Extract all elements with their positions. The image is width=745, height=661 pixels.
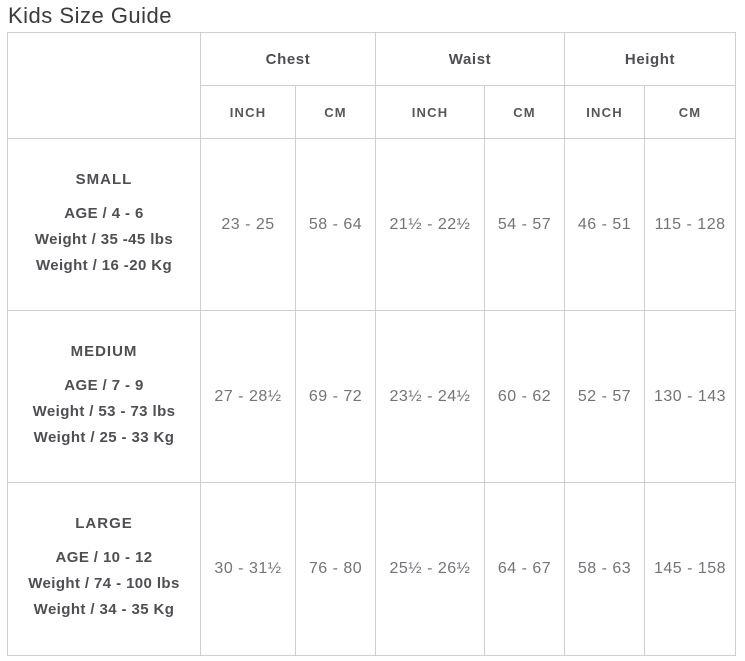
chest-inch-value: 23 - 25: [200, 138, 296, 311]
age-range: AGE / 10 - 12: [55, 549, 153, 566]
waist-inch-value: 25½ - 26½: [375, 482, 485, 656]
size-cell: SMALL AGE / 4 - 6 Weight / 35 -45 lbs We…: [7, 138, 201, 311]
unit-header-height-inch: INCH: [564, 85, 646, 139]
chest-inch-value: 30 - 31½: [200, 482, 296, 656]
weight-kg: Weight / 25 - 33 Kg: [33, 428, 175, 446]
column-group-chest: Chest: [200, 32, 376, 86]
unit-header-waist-inch: INCH: [375, 85, 485, 139]
size-label: SMALL: [75, 170, 133, 188]
size-cell: MEDIUM AGE / 7 - 9 Weight / 53 - 73 lbs …: [7, 310, 201, 483]
size-cell: LARGE AGE / 10 - 12 Weight / 74 - 100 lb…: [7, 482, 201, 656]
page-title: Kids Size Guide: [8, 3, 173, 28]
waist-cm-value: 64 - 67: [483, 482, 566, 656]
column-group-header-row: Chest Waist Height: [7, 32, 737, 139]
height-cm-value: 145 - 158: [644, 482, 737, 656]
weight-kg: Weight / 34 - 35 Kg: [33, 601, 175, 618]
height-inch-value: 46 - 51: [564, 138, 646, 311]
waist-cm-value: 60 - 62: [483, 310, 566, 483]
chest-cm-value: 69 - 72: [295, 310, 376, 483]
age-range: AGE / 7 - 9: [64, 376, 144, 394]
weight-lbs: Weight / 53 - 73 lbs: [32, 402, 176, 420]
chest-inch-value: 27 - 28½: [200, 310, 296, 483]
waist-cm-value: 54 - 57: [483, 138, 566, 311]
unit-header-height-cm: CM: [644, 85, 737, 139]
weight-lbs: Weight / 74 - 100 lbs: [28, 575, 180, 592]
weight-kg: Weight / 16 -20 Kg: [35, 256, 173, 274]
height-inch-value: 58 - 63: [564, 482, 646, 656]
unit-header-row: INCH CM INCH CM INCH CM: [8, 85, 737, 139]
height-cm-value: 130 - 143: [644, 310, 737, 483]
column-group-waist: Waist: [374, 32, 566, 86]
waist-inch-value: 23½ - 24½: [375, 310, 485, 483]
chest-cm-value: 58 - 64: [295, 138, 376, 311]
unit-header-waist-cm: CM: [483, 85, 566, 139]
table-row-medium: MEDIUM AGE / 7 - 9 Weight / 53 - 73 lbs …: [7, 310, 737, 483]
size-guide-table: Chest Waist Height INCH CM INCH CM INCH …: [7, 32, 737, 656]
size-label: LARGE: [75, 515, 133, 532]
height-inch-value: 52 - 57: [564, 310, 646, 483]
weight-lbs: Weight / 35 -45 lbs: [34, 230, 174, 248]
unit-header-chest-inch: INCH: [200, 85, 296, 139]
table-row-small: SMALL AGE / 4 - 6 Weight / 35 -45 lbs We…: [7, 138, 737, 311]
waist-inch-value: 21½ - 22½: [375, 138, 485, 311]
table-row-large: LARGE AGE / 10 - 12 Weight / 74 - 100 lb…: [7, 482, 737, 656]
height-cm-value: 115 - 128: [644, 138, 737, 311]
column-group-height: Height: [564, 32, 737, 86]
chest-cm-value: 76 - 80: [295, 482, 376, 656]
corner-empty-cell: [7, 32, 201, 139]
size-label: MEDIUM: [70, 342, 138, 360]
unit-header-chest-cm: CM: [295, 85, 376, 139]
age-range: AGE / 4 - 6: [64, 204, 144, 222]
